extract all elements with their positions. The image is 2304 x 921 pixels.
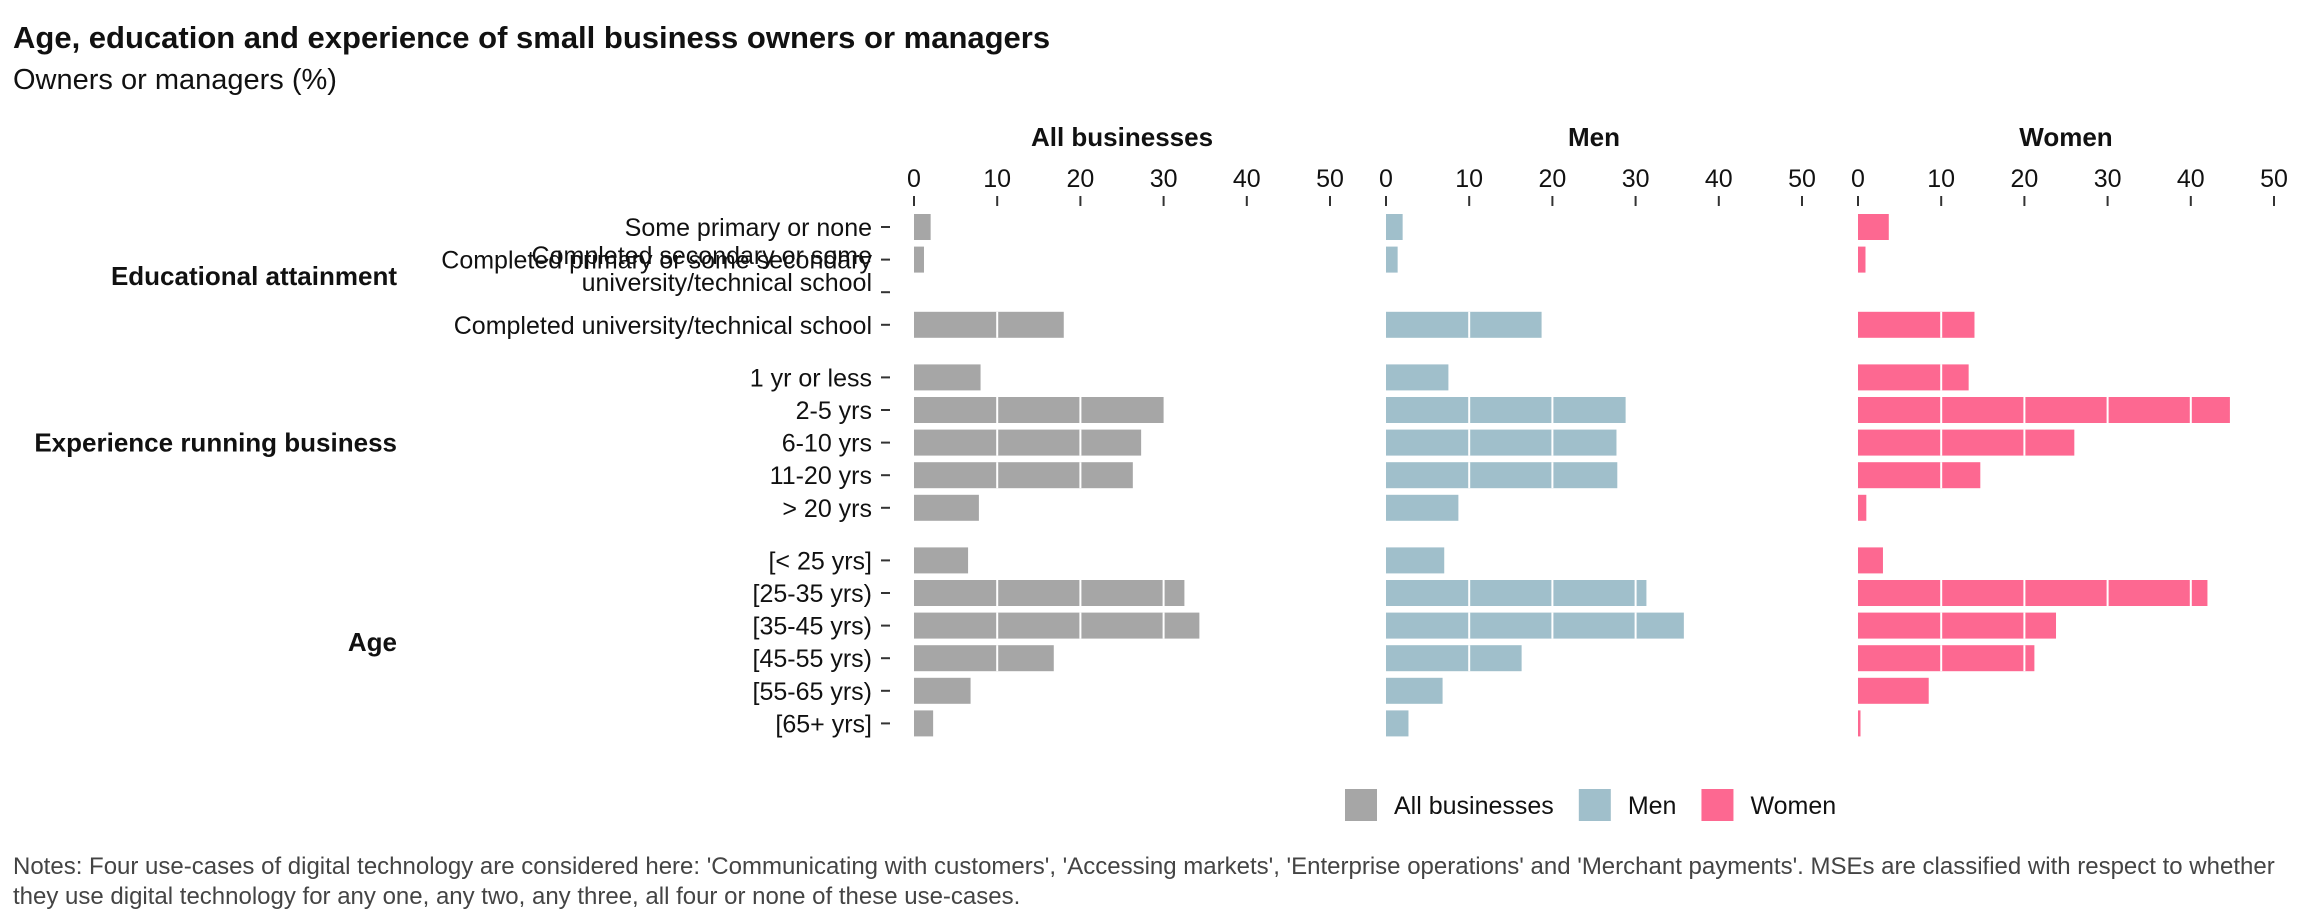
bar-women-25-yrs (1858, 547, 1883, 574)
category-label-45-55-yrs: [45-55 yrs) (753, 645, 872, 673)
panel-title-men: Men (1568, 122, 1620, 152)
bar-all-businesses-65-yrs (914, 710, 934, 737)
bar-women-20-yrs (1858, 494, 1867, 521)
chart-subtitle: Owners or managers (%) (13, 64, 337, 96)
legend-label-women: Women (1750, 792, 1836, 820)
bar-women-25-35-yrs (1858, 580, 2208, 606)
legend-swatch-women (1701, 789, 1734, 821)
category-label-1-yr-or-less: 1 yr or less (750, 364, 872, 392)
legend-swatch-all-businesses (1345, 789, 1377, 821)
category-label-25-yrs: [< 25 yrs] (768, 547, 872, 575)
x-tick-label: 10 (983, 165, 1011, 193)
bar-women-35-45-yrs (1858, 612, 2057, 639)
bar-all-businesses-20-yrs (914, 494, 979, 521)
legend-label-men: Men (1628, 792, 1677, 820)
bar-men-completed-primary-or-some-secondary (1386, 246, 1398, 273)
x-tick-label: 0 (1379, 165, 1393, 193)
bar-women-6-10-yrs (1858, 429, 2075, 456)
category-label-55-65-yrs: [55-65 yrs) (753, 678, 872, 706)
x-tick-label: 20 (2010, 165, 2038, 193)
bar-men-25-35-yrs (1386, 580, 1647, 606)
x-tick-label: 20 (1066, 165, 1094, 193)
category-label-6-10-yrs: 6-10 yrs (782, 430, 872, 458)
bar-men-35-45-yrs (1386, 612, 1684, 639)
bar-women-55-65-yrs (1858, 677, 1929, 704)
bar-all-businesses-25-35-yrs (914, 580, 1185, 606)
category-label-35-45-yrs: [35-45 yrs) (753, 613, 872, 641)
bar-men-1-yr-or-less (1386, 364, 1449, 391)
panel-title-women: Women (2019, 122, 2112, 152)
legend-label-all-businesses: All businesses (1394, 792, 1554, 820)
bar-all-businesses-45-55-yrs (914, 645, 1054, 672)
bar-women-45-55-yrs (1858, 645, 2035, 672)
bar-all-businesses-some-primary-or-none (914, 214, 931, 240)
bar-women-some-primary-or-none (1858, 214, 1889, 240)
bar-women-completed-primary-or-some-secondary (1858, 246, 1866, 273)
x-tick-label: 0 (1851, 165, 1865, 193)
category-label-11-20-yrs: 11-20 yrs (770, 462, 872, 490)
bar-all-businesses-completed-university-technical-school (914, 311, 1064, 338)
category-label-65-yrs: [65+ yrs] (775, 710, 872, 738)
bar-all-businesses-55-65-yrs (914, 677, 971, 704)
bar-men-25-yrs (1386, 547, 1445, 574)
category-label-completed-secondary-or-some-university-technical-school-line1: Completed secondary or some (532, 242, 872, 270)
category-label-2-5-yrs: 2-5 yrs (796, 397, 872, 425)
panel-title-all-businesses: All businesses (1031, 122, 1213, 152)
group-label-experience-running-business: Experience running business (34, 428, 397, 458)
bar-men-6-10-yrs (1386, 429, 1617, 456)
x-tick-label: 40 (1233, 165, 1261, 193)
group-label-educational-attainment: Educational attainment (111, 261, 397, 291)
x-tick-label: 40 (1705, 165, 1733, 193)
category-label-25-35-yrs: [25-35 yrs) (753, 580, 872, 608)
group-label-age: Age (348, 627, 397, 657)
x-tick-label: 10 (1927, 165, 1955, 193)
x-tick-label: 10 (1455, 165, 1483, 193)
bar-men-2-5-yrs (1386, 397, 1626, 423)
category-label-completed-university-technical-school: Completed university/technical school (454, 312, 872, 340)
bar-men-45-55-yrs (1386, 645, 1522, 672)
chart-plot: Some primary or none Completed primary or… (34, 122, 2288, 821)
bar-men-65-yrs (1386, 710, 1409, 737)
bar-men-11-20-yrs (1386, 462, 1618, 489)
bar-women-2-5-yrs (1858, 397, 2230, 423)
x-tick-label: 0 (907, 165, 921, 193)
category-label-completed-primary-or-some-secondary: Completed primary or some secondary (441, 247, 872, 275)
chart-title: Age, education and experience of small b… (13, 20, 1051, 55)
bar-men-some-primary-or-none (1386, 214, 1403, 240)
bar-women-11-20-yrs (1858, 462, 1981, 489)
category-label-20-yrs: > 20 yrs (782, 495, 872, 523)
bar-all-businesses-2-5-yrs (914, 397, 1164, 423)
bar-men-20-yrs (1386, 494, 1459, 521)
x-tick-label: 30 (1150, 165, 1178, 193)
x-tick-label: 30 (1622, 165, 1650, 193)
category-label-some-primary-or-none: Some primary or none (625, 214, 872, 242)
bar-all-businesses-11-20-yrs (914, 462, 1133, 489)
bar-women-1-yr-or-less (1858, 364, 1969, 391)
x-tick-label: 40 (2177, 165, 2205, 193)
x-tick-label: 50 (1316, 165, 1344, 193)
bar-all-businesses-1-yr-or-less (914, 364, 981, 391)
bar-all-businesses-6-10-yrs (914, 429, 1142, 456)
bar-women-completed-university-technical-school (1858, 311, 1975, 338)
bar-all-businesses-35-45-yrs (914, 612, 1200, 639)
x-tick-label: 30 (2094, 165, 2122, 193)
bar-women-65-yrs (1858, 710, 1861, 737)
bar-all-businesses-25-yrs (914, 547, 969, 574)
bar-men-completed-university-technical-school (1386, 311, 1542, 338)
bar-men-55-65-yrs (1386, 677, 1443, 704)
chart-notes: Notes: Four use-cases of digital technol… (13, 853, 2275, 910)
x-tick-label: 50 (2260, 165, 2288, 193)
category-label-completed-secondary-or-some-university-technical-school-line2: university/technical school (582, 269, 872, 297)
x-tick-label: 20 (1538, 165, 1566, 193)
bar-all-businesses-completed-primary-or-some-secondary (914, 246, 924, 273)
legend-swatch-men (1578, 789, 1611, 821)
x-tick-label: 50 (1788, 165, 1816, 193)
